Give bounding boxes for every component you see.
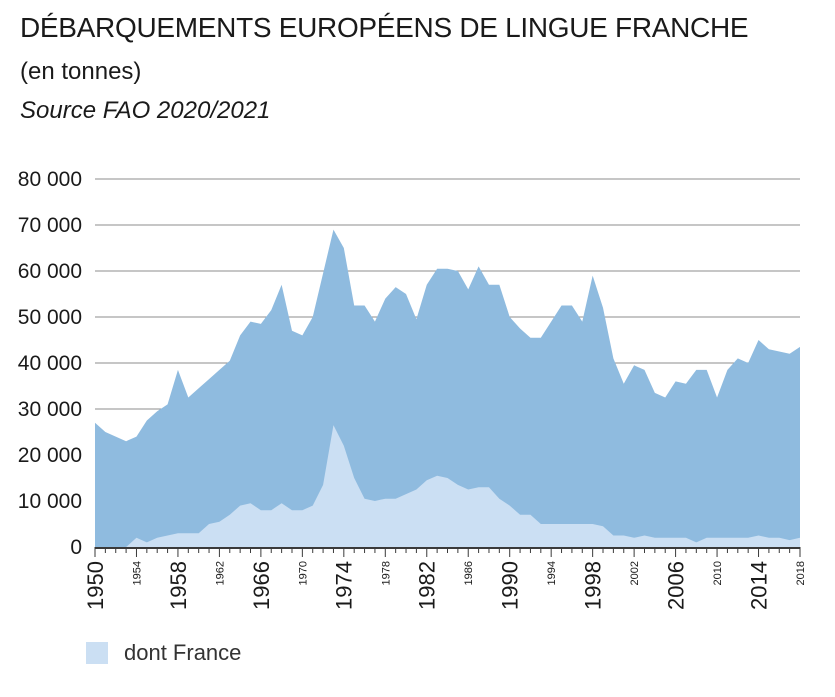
chart-subtitle: (en tonnes)	[20, 58, 142, 85]
legend: dont France	[86, 640, 241, 666]
legend-label-france: dont France	[124, 640, 242, 665]
y-axis-labels: 0 10 000 20 000 30 000 40 000 50 000 60 000 70 …	[18, 168, 82, 559]
x-tick-label: 1962	[214, 561, 226, 585]
x-tick-label: 2010	[712, 561, 724, 585]
x-tick-label: 1998	[581, 561, 606, 610]
x-tick-label: 2018	[795, 561, 807, 585]
chart-source: Source FAO 2020/2021	[20, 97, 271, 124]
area-france	[95, 425, 800, 547]
x-tick-label: 2006	[664, 561, 689, 610]
x-tick-label: 2002	[629, 561, 641, 585]
y-tick-label: 50 000	[18, 306, 82, 329]
area-europe	[95, 229, 800, 547]
y-tick-label: 70 000	[18, 214, 82, 237]
y-tick-label: 30 000	[18, 398, 82, 421]
y-tick-label: 40 000	[18, 352, 82, 375]
x-tick-label: 1986	[463, 561, 475, 585]
x-tick-label: 1990	[498, 561, 523, 610]
legend-swatch-france	[86, 642, 108, 664]
x-tick-label: 1978	[380, 561, 392, 585]
x-tick-label: 1974	[332, 561, 357, 610]
y-tick-label: 80 000	[18, 168, 82, 191]
x-axis: 1950 1958 1966 1974 1982 1990 1998 2006 2014 1954…	[83, 547, 807, 610]
y-tick-label: 20 000	[18, 444, 82, 467]
chart-title: DÉBARQUEMENTS EUROPÉENS DE LINGUE FRANCH…	[20, 12, 749, 43]
y-tick-label: 60 000	[18, 260, 82, 283]
x-tick-label: 1958	[166, 561, 191, 610]
x-tick-label: 1994	[546, 561, 558, 585]
y-tick-label: 0	[70, 536, 82, 559]
series-areas	[95, 229, 800, 547]
x-tick-label: 1982	[415, 561, 440, 610]
y-tick-label: 10 000	[18, 490, 82, 513]
x-tick-label: 2014	[746, 561, 771, 610]
x-tick-label: 1966	[249, 561, 274, 610]
x-tick-label: 1954	[131, 561, 143, 585]
x-tick-label: 1950	[83, 561, 108, 610]
x-tick-label: 1970	[297, 561, 309, 585]
